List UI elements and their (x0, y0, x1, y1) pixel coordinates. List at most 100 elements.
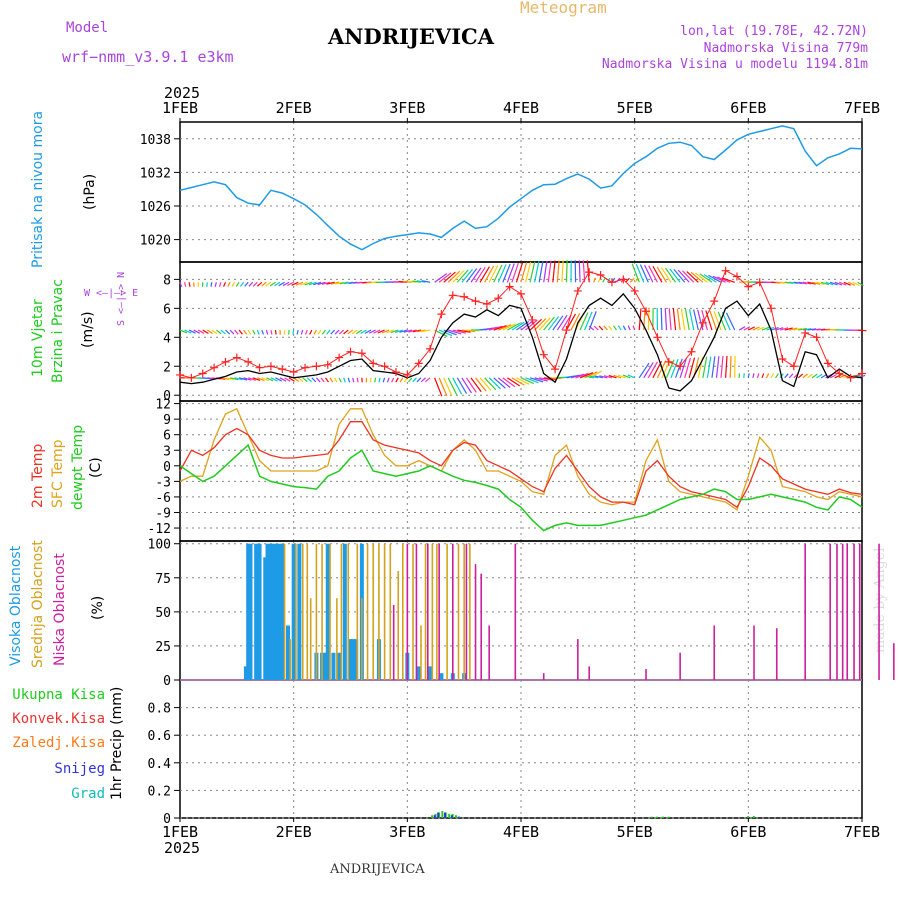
cloud-bar (248, 543, 253, 680)
meteogram-label: Meteogram (520, 0, 607, 17)
wind-barb (452, 377, 463, 395)
cloud-bar (463, 543, 465, 680)
cloud-bar (679, 652, 681, 680)
wind-barb (352, 377, 355, 383)
cloud-bar (438, 543, 440, 680)
x-tick-label-bottom: 6FEB (730, 823, 766, 841)
cloud-bar (263, 557, 268, 680)
wind-barb (820, 281, 830, 286)
wind-barb (338, 329, 345, 335)
wind-barb (693, 309, 699, 331)
wind-barb (684, 357, 692, 379)
wind-barb (287, 281, 294, 286)
gust-point (210, 363, 219, 372)
wind-barb (670, 359, 679, 379)
wind-barb (179, 329, 188, 334)
wind-barb (593, 325, 599, 331)
wind-barb (784, 327, 793, 331)
wind-barb (493, 264, 503, 283)
wind-barb (330, 329, 336, 335)
wind-barb (690, 271, 704, 283)
wind-barb (248, 377, 256, 381)
wind-barb (788, 373, 794, 379)
wind-barb (325, 377, 330, 383)
wind-barb (602, 277, 606, 283)
cloud-bar (295, 543, 297, 680)
wind-barb (673, 269, 686, 283)
wind-barb (347, 377, 351, 383)
gust-point (710, 297, 719, 306)
lonlat-label: lon,lat (19.78E, 42.72N) (680, 24, 868, 39)
wind-barb (644, 264, 654, 283)
gust-point (789, 362, 798, 371)
cloud-bar (858, 543, 861, 680)
cloud-bar (415, 543, 418, 680)
x-tick-label-bottom: 3FEB (389, 823, 425, 841)
wind-barb (798, 327, 807, 331)
gust-point (767, 304, 776, 313)
model-name: wrf−nmm_v3.9.1 e3km (62, 48, 234, 66)
wind-barb (570, 373, 585, 379)
precip-bar (667, 816, 670, 818)
wind-barb (829, 374, 837, 379)
wind-barb (702, 356, 708, 378)
wind-barb (261, 329, 265, 335)
wind-barb (597, 277, 601, 283)
wind-barb (579, 312, 589, 331)
gust-point (721, 266, 730, 275)
wind-barb (715, 356, 720, 378)
wind-barb (608, 325, 613, 331)
cloud-bar (480, 573, 483, 680)
gust-point (176, 370, 184, 379)
wind-barb (635, 263, 645, 283)
wind-barb (717, 276, 731, 283)
wind-barb (639, 264, 649, 283)
cloud-bar (753, 625, 755, 680)
y-tick-label: 6 (163, 302, 171, 317)
wind-barb (697, 309, 704, 331)
wind-barb (834, 374, 842, 379)
gust-point (528, 315, 537, 324)
precip-bar (448, 813, 451, 818)
gust-point (676, 362, 685, 371)
y-tick-label: 3 (163, 444, 171, 459)
wind-barb (306, 377, 312, 383)
wind-barb (711, 356, 716, 378)
wind-barb (243, 377, 252, 381)
gust-point (858, 369, 866, 378)
wind-barb (364, 329, 372, 334)
wind-barb (756, 373, 760, 379)
wind-barb (547, 260, 552, 283)
wind-barb (288, 377, 295, 382)
cloud-bar (276, 543, 281, 680)
wind-barb (802, 328, 812, 331)
wind-barb (802, 373, 808, 379)
wind-barb (668, 308, 672, 331)
wind-barb (498, 324, 512, 331)
wind-barb (656, 360, 667, 379)
x-tick-label-top: 5FEB (617, 99, 653, 117)
wind-barb (586, 260, 590, 283)
cloud-bar (356, 543, 359, 680)
wind-barb (457, 329, 471, 333)
cloud-bar (416, 666, 421, 680)
cloud-bar (280, 543, 285, 680)
wind-barb (378, 377, 381, 383)
wind-barb (412, 329, 422, 333)
wind-barb (475, 266, 486, 283)
gust-point (585, 268, 594, 277)
wind-barb (335, 281, 344, 285)
wind-barb (561, 314, 572, 331)
cloud-bar (342, 543, 347, 680)
wind-barb (665, 267, 677, 283)
wind-barb (825, 281, 834, 286)
gust-point (460, 292, 469, 301)
gust-point (664, 357, 673, 366)
wind-barb (720, 356, 724, 378)
y-tick-label: 0.6 (148, 729, 171, 744)
gust-point (289, 368, 298, 377)
wind-barb (339, 281, 349, 285)
wind-barb (197, 329, 205, 334)
wind-barb (738, 326, 746, 331)
wind-barb (798, 281, 807, 285)
